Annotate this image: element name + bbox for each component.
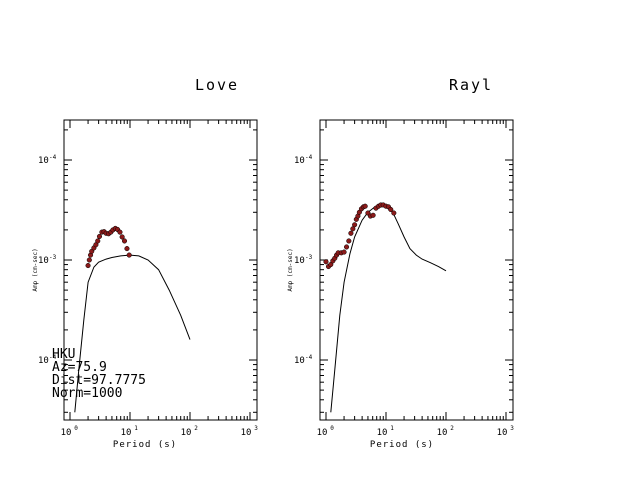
y-tick-exponent: -3 <box>49 254 57 261</box>
y-axis-label: Amp (cm-sec) <box>32 248 39 291</box>
station-annotation: HKU Az=75.9 Dist=97.7775 Norm=1000 <box>52 347 146 401</box>
y-tick-exponent: -3 <box>305 254 313 261</box>
data-point <box>121 238 128 244</box>
data-point <box>323 259 329 265</box>
x-tick-exponent: 0 <box>330 425 334 432</box>
x-tick-label: 10 <box>241 428 252 438</box>
data-point <box>126 252 132 258</box>
y-tick-exponent: -4 <box>49 354 57 361</box>
azimuth-value: Az=75.9 <box>52 360 107 375</box>
x-tick-exponent: 0 <box>74 425 78 432</box>
x-tick-label: 10 <box>181 428 192 438</box>
y-tick-label: 10 <box>294 156 305 166</box>
data-point <box>95 238 101 244</box>
y-tick-label: 10 <box>294 356 305 366</box>
data-point <box>370 212 376 218</box>
x-tick-exponent: 3 <box>510 425 514 432</box>
rayl-panel: Rayl 10 0 10 1 10 2 10 3 10 -410 -310 -4 Period (s… <box>287 76 514 450</box>
chart-title-love: Love <box>195 76 239 94</box>
observed-points <box>85 225 132 269</box>
data-point <box>117 229 123 235</box>
data-point <box>352 222 358 228</box>
plot-frame <box>319 119 514 421</box>
y-tick-labels: 10 -410 -310 -4 <box>294 154 313 366</box>
x-tick-exponent: 1 <box>134 425 138 432</box>
love-panel: Love 10 0 10 1 10 2 10 3 10 -410 -310 -4 Period (s… <box>32 76 258 450</box>
data-point <box>341 249 347 255</box>
y-tick-labels: 10 -410 -310 -4 <box>38 154 57 366</box>
y-axis-label: Amp (cm-sec) <box>287 248 294 291</box>
tick-marks <box>64 120 257 420</box>
synthetic-curve <box>330 205 447 413</box>
x-tick-exponent: 3 <box>254 425 258 432</box>
x-axis-label: Period (s) <box>113 440 177 450</box>
synthetic-curve <box>74 254 191 413</box>
data-point <box>362 203 368 209</box>
data-point <box>96 233 103 239</box>
tick-marks <box>320 120 513 420</box>
y-tick-exponent: -4 <box>305 354 313 361</box>
data-point <box>119 234 125 240</box>
x-tick-exponent: 2 <box>450 425 454 432</box>
distance-value: Dist=97.7775 <box>52 373 146 388</box>
x-tick-labels: 10 0 10 1 10 2 10 3 <box>61 425 259 438</box>
y-tick-exponent: -4 <box>305 154 313 161</box>
data-point <box>124 246 130 252</box>
x-tick-exponent: 2 <box>194 425 198 432</box>
data-point <box>343 244 350 250</box>
y-tick-label: 10 <box>38 356 49 366</box>
x-tick-exponent: 1 <box>390 425 394 432</box>
station-name: HKU <box>52 347 75 362</box>
x-tick-label: 10 <box>497 428 508 438</box>
x-tick-label: 10 <box>121 428 132 438</box>
data-point <box>85 263 91 269</box>
data-point <box>348 230 354 236</box>
norm-value: Norm=1000 <box>52 386 122 401</box>
y-tick-exponent: -4 <box>49 154 57 161</box>
y-tick-label: 10 <box>294 256 305 266</box>
y-tick-label: 10 <box>38 256 49 266</box>
x-tick-label: 10 <box>61 428 72 438</box>
y-tick-label: 10 <box>38 156 49 166</box>
x-tick-label: 10 <box>377 428 388 438</box>
observed-points <box>323 202 397 270</box>
x-tick-label: 10 <box>317 428 328 438</box>
data-point <box>346 238 352 244</box>
data-point <box>388 206 394 213</box>
x-tick-labels: 10 0 10 1 10 2 10 3 <box>317 425 515 438</box>
data-point <box>86 257 92 263</box>
x-axis-label: Period (s) <box>370 440 434 450</box>
chart-title-rayl: Rayl <box>449 76 493 94</box>
data-point <box>391 210 397 216</box>
x-tick-label: 10 <box>437 428 448 438</box>
